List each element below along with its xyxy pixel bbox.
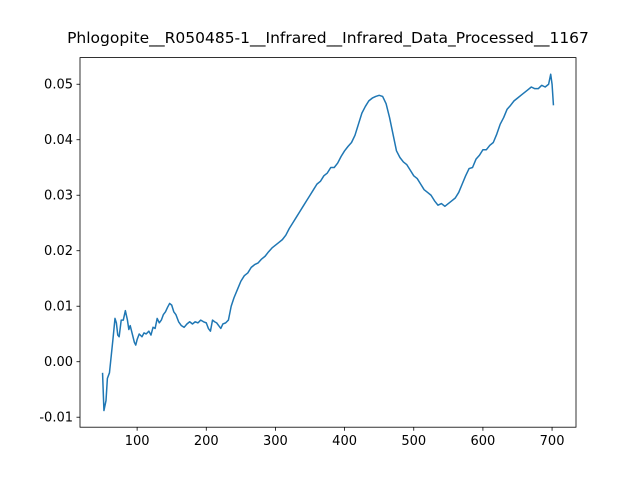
x-tick-label: 400 [332, 434, 357, 449]
y-tick-label: 0.00 [44, 355, 73, 370]
y-tick-label: 0.01 [44, 300, 73, 315]
data-line [101, 73, 555, 412]
x-tick-label: 700 [540, 434, 565, 449]
x-tick-label: 100 [125, 434, 150, 449]
x-tick-label: 600 [470, 434, 495, 449]
x-tick-label: 500 [401, 434, 426, 449]
y-tick-label: 0.05 [44, 78, 73, 93]
chart-title: Phlogopite__R050485-1__Infrared__Infrare… [67, 29, 589, 48]
x-tick-label: 200 [194, 434, 219, 449]
y-tick-label: -0.01 [39, 411, 73, 426]
y-tick-label: 0.03 [44, 189, 73, 204]
y-tick-label: 0.02 [44, 244, 73, 259]
x-tick-label: 300 [263, 434, 288, 449]
y-tick-label: 0.04 [44, 133, 73, 148]
axes-frame [79, 57, 577, 428]
